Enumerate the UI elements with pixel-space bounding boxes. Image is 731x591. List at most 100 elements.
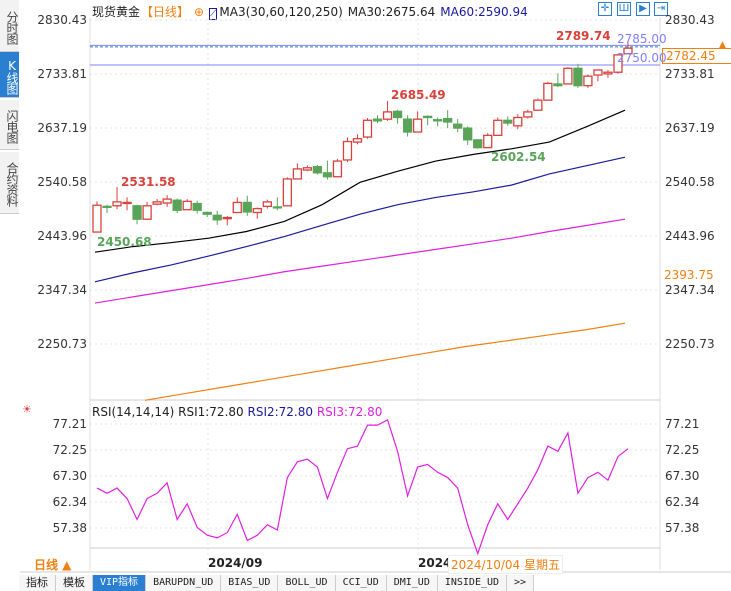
candle-body (603, 71, 613, 75)
tab-kline[interactable]: K线图 (0, 52, 19, 98)
candle-body (372, 118, 383, 122)
rsi-settings-icon[interactable]: ☀ (22, 403, 32, 416)
candle-body (172, 199, 182, 211)
candle-body (322, 172, 333, 178)
tab-timeshare[interactable]: 分时图 (0, 0, 19, 52)
candle-body (523, 111, 533, 118)
indicator-tab[interactable]: BIAS_UD (221, 575, 279, 591)
ma30-line (94, 109, 626, 253)
candle-body (543, 82, 553, 101)
candle-body (432, 119, 443, 122)
low-marker-2: 2602.54 (491, 150, 546, 164)
indicator-tab[interactable]: BARUPDN_UD (146, 575, 222, 591)
price-axis-right-label: 2733.81 (665, 67, 715, 81)
candle-body (422, 115, 433, 119)
candle-body (613, 54, 623, 73)
candle-body (463, 127, 473, 141)
indicator-tab[interactable]: >> (507, 575, 535, 591)
candle-body (623, 47, 633, 55)
candle-body (312, 166, 323, 174)
candle-body (412, 118, 423, 133)
candle-body (443, 117, 453, 123)
price-axis-right-label: 2540.58 (665, 174, 715, 189)
crosshair-icon[interactable]: ✛ (598, 2, 612, 16)
period-button[interactable]: 日线 ▲ (34, 558, 72, 572)
line-2750-label: 2750.00 (617, 51, 667, 65)
ma250-line (144, 322, 626, 401)
price-axis-left-label: 2540.58 (37, 174, 87, 189)
candle-body (593, 69, 603, 76)
candle-body (192, 202, 202, 211)
time-label-2024: 2024 (418, 556, 452, 570)
candle-body (132, 205, 142, 220)
candle-body (182, 200, 192, 211)
price-axis-left-label: 2443.96 (37, 228, 87, 243)
candle-body (112, 201, 122, 207)
candle-body (162, 198, 172, 204)
price-axis-right-label: 2443.96 (665, 228, 715, 243)
candle-body (563, 67, 573, 85)
candle-body (362, 119, 373, 138)
candle-body (262, 201, 272, 208)
candle-body (282, 178, 293, 207)
candle-body (352, 138, 363, 143)
rsi-axis-right-label: 72.25 (665, 443, 700, 457)
ma60-value: MA60:2590.94 (440, 5, 528, 19)
tab-contract-info[interactable]: 合约资料 (0, 152, 19, 214)
candle-body (533, 99, 543, 111)
ma-right-label: 2393.75 (664, 268, 714, 282)
indicator-tab[interactable]: DMI_UD (386, 575, 438, 591)
candle-body (573, 67, 583, 87)
candle-body (553, 83, 563, 87)
candle-body (583, 75, 593, 87)
date-tooltip: 2024/10/04 星期五 (448, 555, 563, 574)
rsi-axis-left-label: 57.38 (52, 521, 87, 535)
arrow-up-icon: ▲ (719, 40, 726, 50)
candle-body (202, 211, 212, 215)
candle-body (242, 201, 252, 213)
price-axis-left-label: 2830.43 (37, 13, 87, 27)
symbol-name: 现货黄金 (92, 5, 141, 19)
rsi3-value: RSI3:72.80 (316, 405, 383, 419)
indicator-tabs: 指标 模板 VIP指标 BARUPDN_UD BIAS_UD BOLL_UD CCI_UD D… (19, 575, 731, 591)
rsi-line (96, 418, 629, 556)
candle-body (473, 139, 483, 149)
tab-flash[interactable]: 闪电图 (0, 100, 19, 150)
rsi-header: RSI(14,14,14) RSI1:72.80 RSI2:72.80 RSI3… (92, 405, 382, 419)
indicator-tab[interactable]: 模板 (56, 575, 93, 591)
price-axis-right-label: 2830.43 (665, 13, 715, 27)
indicator-icon[interactable]: ⟋ (209, 8, 218, 20)
candle-body (503, 119, 513, 124)
candle-body (252, 207, 262, 214)
price-axis-left-label: 2637.19 (37, 121, 87, 135)
candle-body (152, 201, 162, 205)
current-price-label: 2782.45 (662, 48, 731, 64)
ma60-line (94, 156, 626, 283)
candle-body (232, 201, 242, 214)
rsi-axis-right-label: 67.30 (665, 468, 700, 483)
rsi-axis-right-label: 57.38 (665, 521, 700, 535)
candle-body (122, 201, 132, 205)
price-axis-left-label: 2733.81 (37, 67, 87, 81)
indicator-tab[interactable]: 指标 (19, 575, 56, 591)
price-axis-right-label: 2637.19 (665, 121, 715, 135)
price-axis-left-label: 2347.34 (37, 282, 87, 297)
settings-icon[interactable]: ⊕ (194, 5, 205, 19)
next-icon[interactable]: ⇥ (654, 2, 668, 16)
zoom-in-icon[interactable]: ▶ (636, 2, 650, 16)
rsi-axis-left-label: 72.25 (52, 443, 87, 457)
candle-body (212, 214, 222, 221)
indicator-tab[interactable]: INSIDE_UD (437, 575, 508, 591)
period-label: 【日线】 (141, 5, 190, 19)
candle-toggle-icon[interactable]: Ш (617, 2, 631, 16)
indicator-tab[interactable]: BOLL_UD (278, 575, 336, 591)
candle-body (483, 134, 493, 149)
high-marker: 2789.74 (556, 29, 611, 43)
indicator-tab[interactable]: CCI_UD (335, 575, 387, 591)
candle-body (382, 111, 393, 120)
indicator-tab[interactable]: VIP指标 (93, 575, 147, 591)
candle-body (102, 205, 112, 209)
price-axis-right-label: 2250.73 (665, 336, 715, 351)
candle-body (92, 204, 102, 233)
